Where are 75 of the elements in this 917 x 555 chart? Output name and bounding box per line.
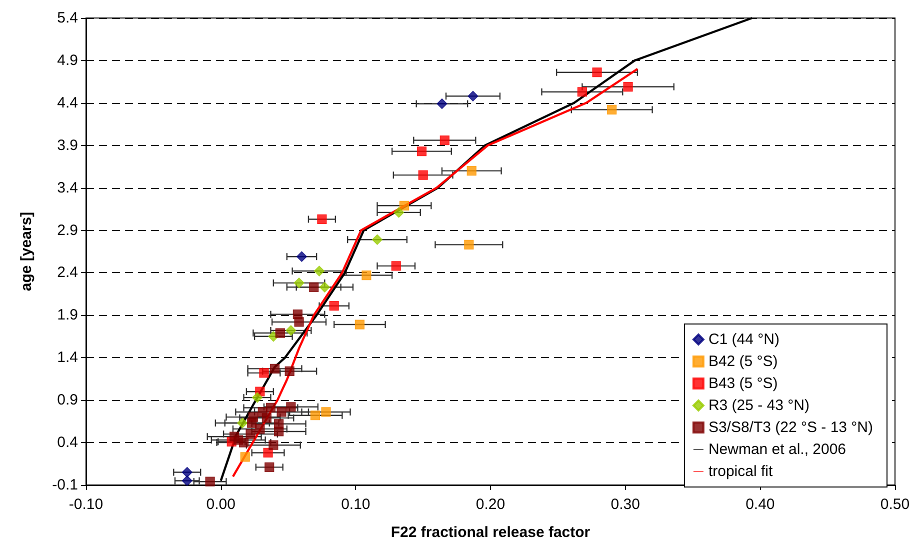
point <box>354 320 365 330</box>
x-tick-label: 0.50 <box>880 496 910 513</box>
point <box>310 410 320 420</box>
point <box>182 466 192 478</box>
point <box>262 413 272 423</box>
line-series <box>232 68 639 478</box>
y-tick-label: 2.4 <box>57 264 78 282</box>
point <box>276 407 286 417</box>
point <box>317 214 327 224</box>
point <box>440 135 450 146</box>
point <box>264 462 274 472</box>
point <box>314 266 325 276</box>
point <box>321 407 331 417</box>
point <box>607 104 617 114</box>
point <box>319 282 330 292</box>
point <box>436 98 448 110</box>
point <box>274 426 284 436</box>
y-tick-label: 2.9 <box>57 222 78 239</box>
x-tick-label: 0.40 <box>746 496 775 513</box>
x-tick-label: -0.10 <box>68 496 104 513</box>
point <box>294 278 304 288</box>
y-tick-label: 4.4 <box>57 94 78 112</box>
y-tick-label: -0.1 <box>52 476 78 494</box>
point <box>329 301 339 311</box>
point <box>416 146 427 156</box>
point <box>372 234 383 245</box>
point <box>394 207 404 218</box>
legend-label: tropical fit <box>708 463 774 480</box>
y-tick-label: 1.4 <box>57 349 78 366</box>
y-tick-label: 4.9 <box>57 52 78 69</box>
point <box>240 452 250 462</box>
point <box>259 368 269 378</box>
x-axis-title: F22 fractional release factor <box>390 524 590 541</box>
y-tick-label: 0.9 <box>57 392 78 409</box>
point <box>623 82 633 92</box>
point <box>252 392 263 403</box>
legend-label: R3 (25 - 43 °N) <box>708 397 810 414</box>
point <box>391 261 401 271</box>
legend-label: Newman et al., 2006 <box>708 441 846 458</box>
point <box>399 200 410 210</box>
y-tick-label: 3.4 <box>57 179 78 196</box>
point <box>205 476 215 486</box>
y-tick-label: 0.4 <box>57 434 78 452</box>
x-tick-label: 0.00 <box>206 496 236 513</box>
x-tick-label: 0.20 <box>476 496 506 513</box>
point <box>296 251 308 262</box>
point <box>286 402 296 412</box>
y-axis-title: age [years] <box>18 212 35 292</box>
legend-label: S3/S8/T3 (22 °S - 13 °N) <box>708 419 874 436</box>
point <box>237 418 248 428</box>
point <box>284 366 294 376</box>
point <box>268 440 278 450</box>
x-tick-label: 0.10 <box>341 496 370 513</box>
point <box>270 364 280 374</box>
point <box>286 325 296 336</box>
point <box>466 166 476 176</box>
point <box>592 68 602 78</box>
point <box>418 170 428 180</box>
point <box>255 424 265 434</box>
point <box>182 475 192 486</box>
legend-label: C1 (44 °N) <box>708 331 780 348</box>
legend-label: B42 (5 °S) <box>708 353 778 370</box>
point <box>294 317 304 327</box>
point <box>464 240 474 250</box>
legend-label: B43 (5 °S) <box>708 375 778 392</box>
point <box>275 328 285 338</box>
y-tick-label: 5.4 <box>57 10 78 26</box>
point <box>309 282 319 292</box>
y-tick-label: 3.9 <box>57 136 78 154</box>
point <box>468 90 478 102</box>
x-tick-label: 0.30 <box>610 496 640 513</box>
point <box>362 270 372 280</box>
point <box>263 448 273 458</box>
y-tick-label: 1.9 <box>57 306 78 324</box>
point <box>577 87 587 97</box>
